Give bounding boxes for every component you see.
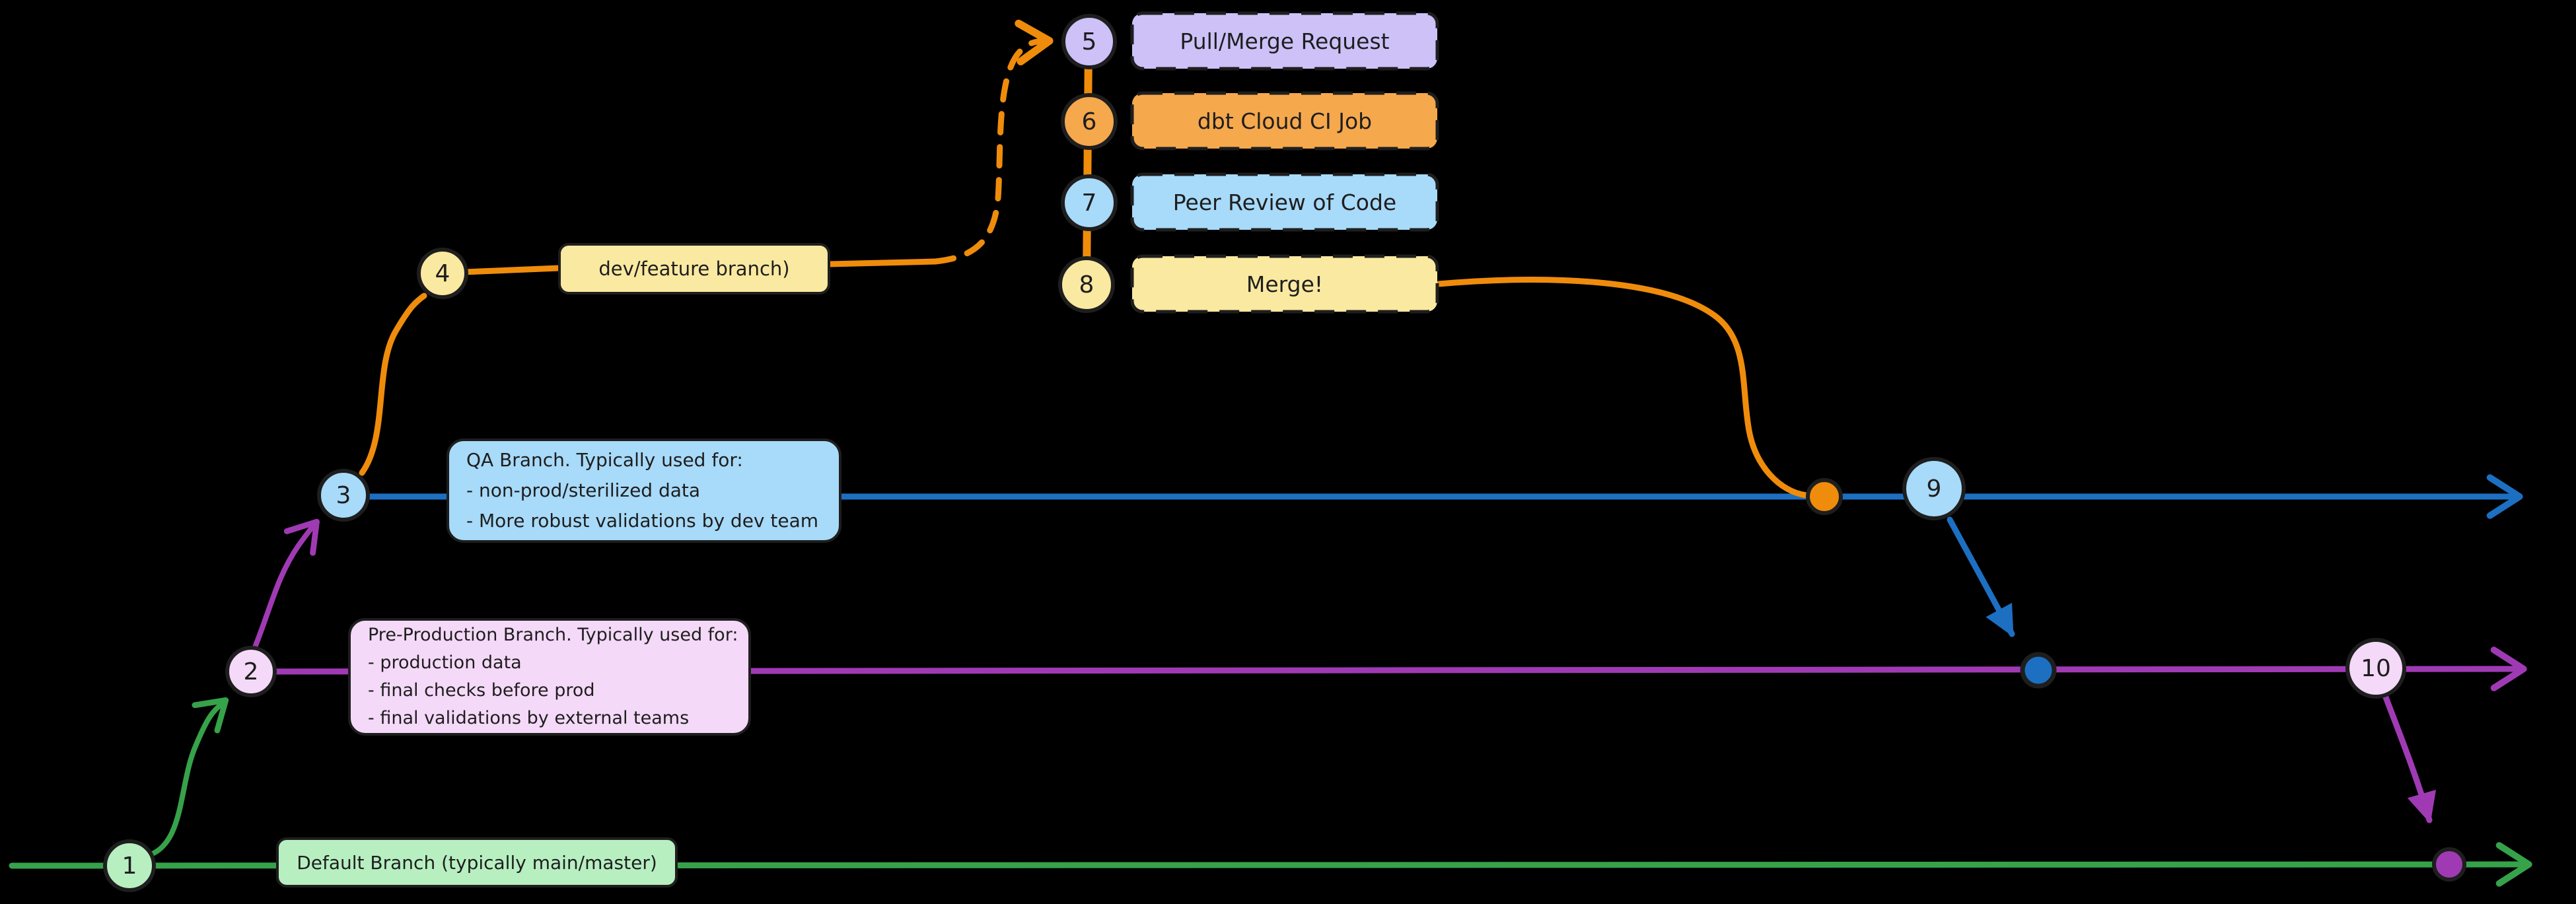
branch-curve-3-to-4	[359, 293, 427, 476]
step-connector-line	[1083, 42, 1092, 288]
commit-node-6-number: 6	[1081, 108, 1097, 135]
step-box-dbt-cloud-ci-job	[1130, 91, 1439, 151]
step-box-pull-merge-request	[1130, 11, 1439, 71]
branch-box-preprod: Pre-Production Branch. Typically used fo…	[348, 618, 751, 736]
dev-line-box-right	[825, 258, 939, 267]
step-label-pull-merge-request: Pull/Merge Request	[1180, 28, 1390, 54]
step-box-merge	[1130, 254, 1439, 314]
commit-node-2-number: 2	[243, 658, 259, 685]
commit-node-9-number: 9	[1926, 475, 1942, 503]
arrow-9-to-preprod	[1947, 516, 2015, 637]
preprod-box-title: Pre-Production Branch. Typically used fo…	[368, 625, 738, 645]
preprod-box-bullet-1: - production data	[368, 652, 522, 673]
merge-curve-8-to-qa	[1435, 277, 1809, 499]
branch-box-qa: QA Branch. Typically used for: - non-pro…	[447, 438, 841, 543]
branch-box-default: Default Branch (typically main/master)	[276, 837, 678, 887]
branch-box-dev-feature: dev/feature branch)	[558, 243, 830, 295]
commit-node-3-number: 3	[336, 481, 351, 509]
branch-box-dev-feature-label: dev/feature branch)	[598, 258, 790, 280]
merge-commit-dot-qa	[1806, 478, 1843, 515]
branch-arrow-2-to-3	[252, 518, 320, 650]
commit-node-5: 5	[1061, 14, 1117, 69]
step-label-merge: Merge!	[1246, 271, 1324, 297]
branch-arrow-1-to-2	[141, 697, 229, 859]
preprod-box-bullet-2: - final checks before prod	[368, 680, 595, 701]
commit-node-7: 7	[1061, 174, 1118, 231]
commit-node-8-number: 8	[1079, 271, 1094, 298]
commit-node-4-number: 4	[435, 260, 450, 287]
commit-node-8: 8	[1058, 256, 1115, 313]
commit-node-1: 1	[103, 839, 156, 892]
step-box-peer-review	[1130, 172, 1439, 232]
step-label-peer-review: Peer Review of Code	[1172, 189, 1397, 215]
commit-node-1-number: 1	[122, 852, 137, 880]
qa-box-title: QA Branch. Typically used for:	[466, 449, 743, 471]
commit-node-10: 10	[2345, 638, 2406, 699]
commit-node-4: 4	[417, 248, 468, 299]
arrow-10-to-default	[2382, 694, 2437, 824]
preprod-box-bullet-3: - final validations by external teams	[368, 708, 690, 728]
step-label-dbt-cloud-ci-job: dbt Cloud CI Job	[1197, 108, 1373, 134]
commit-node-3: 3	[317, 469, 370, 522]
commit-node-2: 2	[225, 646, 277, 697]
qa-box-bullet-1: - non-prod/sterilized data	[466, 479, 701, 501]
commit-node-7-number: 7	[1081, 189, 1097, 217]
qa-box-bullet-2: - More robust validations by dev team	[466, 510, 819, 532]
dashed-arrow-to-step5	[932, 19, 1054, 265]
branch-box-default-label: Default Branch (typically main/master)	[297, 851, 657, 874]
commit-node-10-number: 10	[2361, 654, 2391, 682]
commit-node-6: 6	[1061, 93, 1118, 150]
merge-commit-dot-default	[2432, 847, 2466, 882]
dev-line-node4-to-box	[460, 265, 562, 275]
commit-node-5-number: 5	[1081, 28, 1097, 55]
commit-node-9: 9	[1902, 457, 1966, 520]
merge-commit-dot-preprod	[2020, 652, 2057, 689]
